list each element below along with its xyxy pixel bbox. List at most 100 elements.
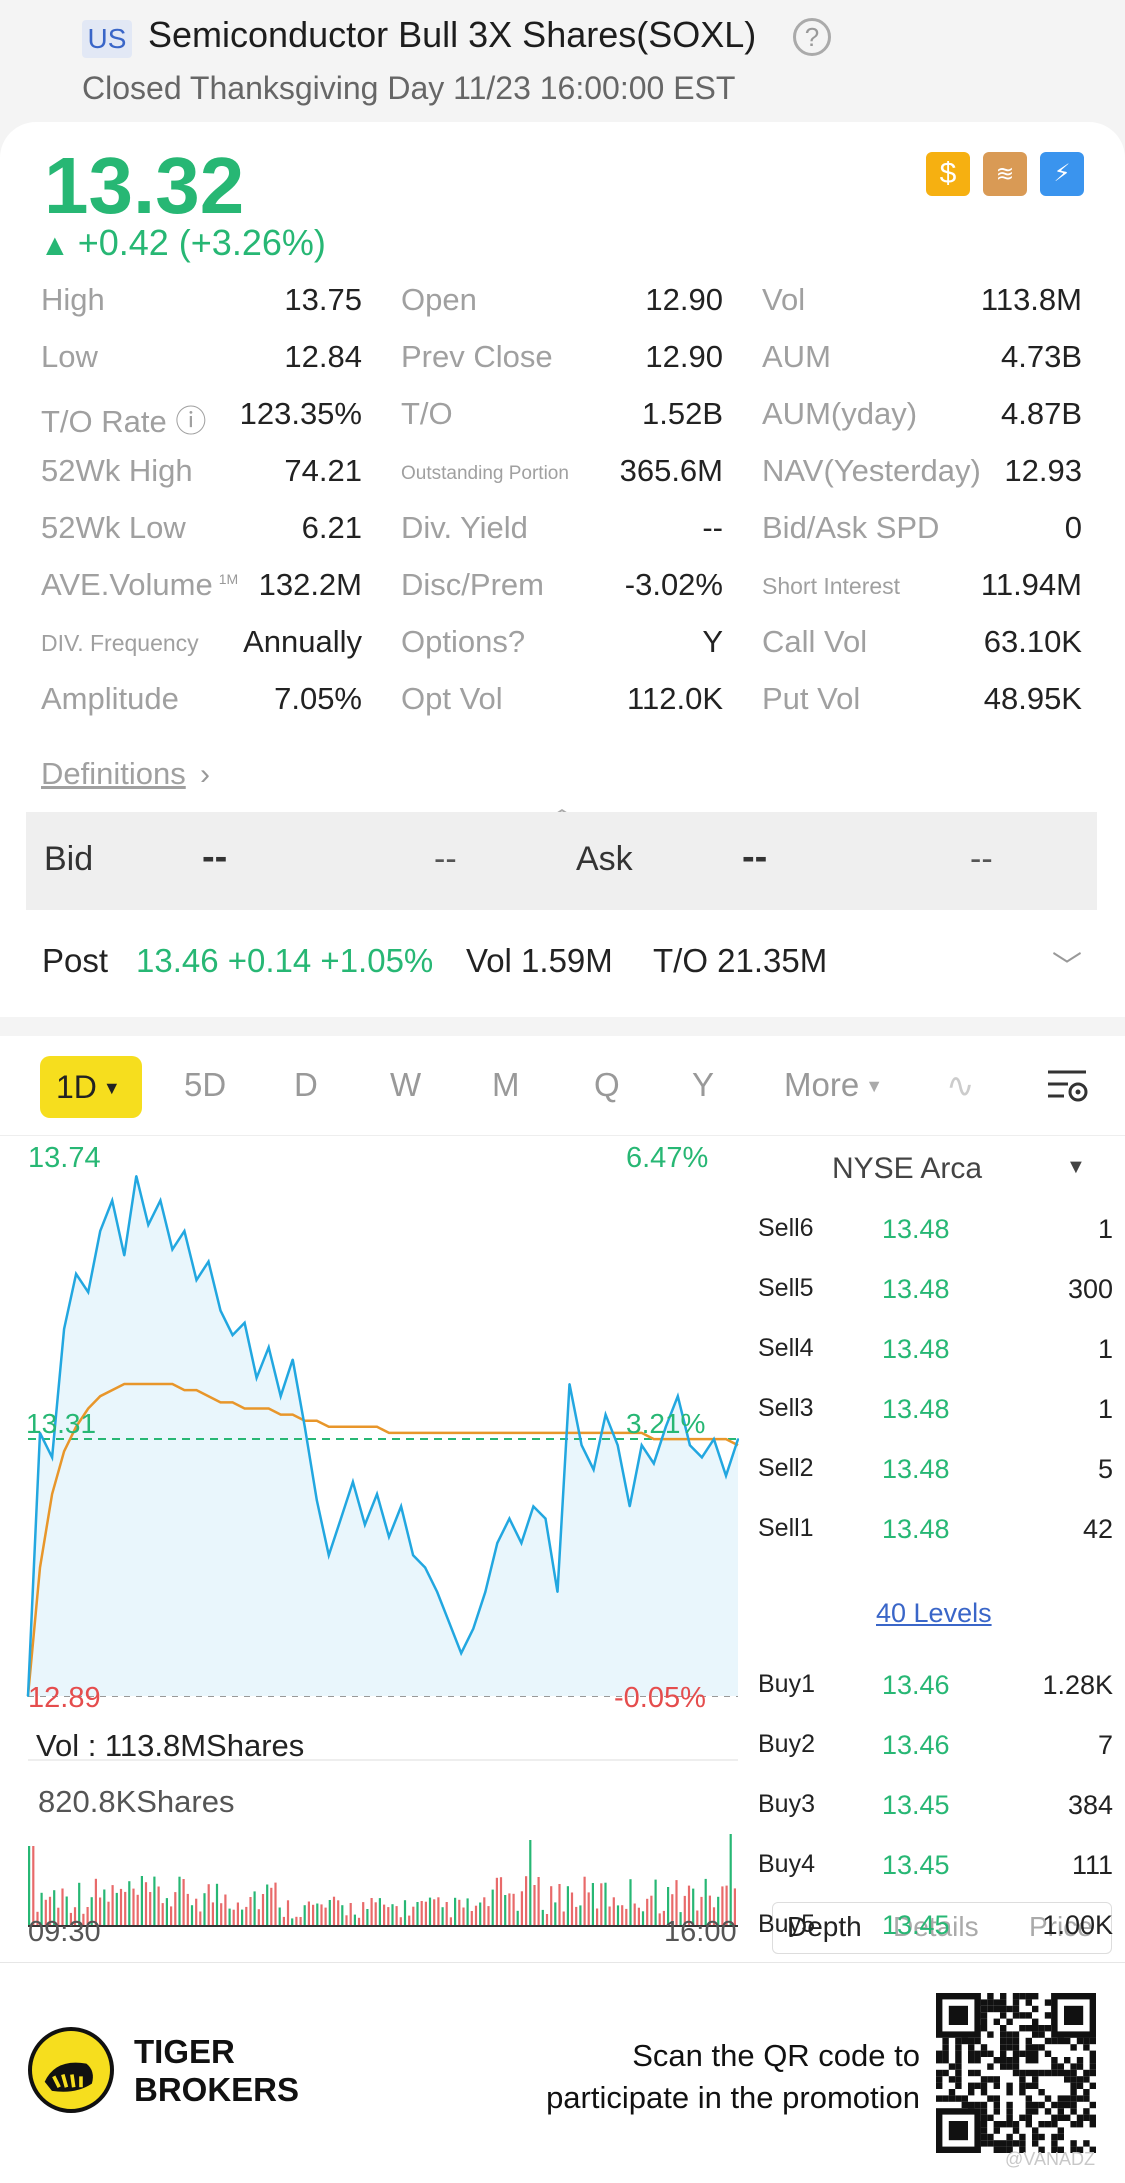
tab-q[interactable]: Q: [594, 1066, 620, 1104]
volume-bar: [495, 1877, 498, 1926]
volume-bar: [403, 1900, 407, 1926]
volume-bar: [654, 1879, 657, 1926]
stats-row: High 13.75 Open 12.90 Vol 113.8M: [0, 282, 1125, 339]
stat-value: 13.75: [284, 282, 362, 317]
level-quantity: 300: [1067, 1274, 1113, 1304]
tab-price[interactable]: Price: [1029, 1911, 1093, 1942]
dollar-icon[interactable]: $: [926, 152, 970, 196]
info-icon[interactable]: ⓘ: [166, 404, 207, 439]
order-book-row[interactable]: Sell3 13.48 1: [752, 1394, 1125, 1434]
time-start-label: 09:30: [28, 1916, 101, 1948]
price-point: [243, 1321, 246, 1324]
order-book-row[interactable]: Buy2 13.46 7: [752, 1730, 1125, 1770]
order-book: NYSE Arca ▼ 40 Levels Depth Details Pric…: [752, 1136, 1125, 1966]
watermark: @VANADZ: [1005, 2149, 1095, 2169]
stat-value: 112.0K: [627, 681, 723, 716]
level-price: 13.48: [882, 1514, 950, 1544]
price-point: [376, 1493, 378, 1496]
volume-bar: [650, 1895, 653, 1926]
exchange-selector[interactable]: NYSE Arca: [832, 1152, 983, 1185]
bid-ask-bar: Bid -- -- Ask -- --: [26, 812, 1097, 910]
volume-bar: [57, 1907, 60, 1926]
tab-y[interactable]: Y: [692, 1066, 714, 1104]
volume-bar: [303, 1905, 306, 1926]
volume-bar: [604, 1882, 607, 1926]
price-point: [207, 1260, 210, 1263]
stat-label: Open: [401, 282, 477, 317]
tab-label: Y: [692, 1066, 715, 1103]
order-book-row[interactable]: Sell4 13.48 1: [752, 1334, 1125, 1374]
price-point: [496, 1542, 499, 1545]
tab-depth[interactable]: Depth: [787, 1911, 862, 1942]
volume-bar: [312, 1904, 315, 1926]
tab-1d[interactable]: 1D ▼: [40, 1056, 142, 1118]
volume-bar: [136, 1894, 139, 1926]
post-market-row[interactable]: Post 13.46 +0.14 +1.05% Vol 1.59M T/O 21…: [0, 934, 1125, 994]
volume-bar: [458, 1899, 461, 1926]
volume-bar: [337, 1900, 340, 1926]
stat-label: Call Vol: [762, 624, 868, 659]
level-price: 13.48: [882, 1334, 950, 1364]
order-book-row[interactable]: Sell5 13.48 300: [752, 1274, 1125, 1314]
order-book-row[interactable]: Buy5 13.45 1.00K: [752, 1910, 1125, 1950]
volume-bar: [520, 1891, 523, 1926]
chevron-down-icon[interactable]: ﹀: [1052, 951, 1082, 984]
volume-bar: [449, 1917, 452, 1926]
tab-m[interactable]: M: [492, 1066, 520, 1104]
volume-bar: [128, 1881, 131, 1926]
tab-d[interactable]: D: [294, 1066, 318, 1104]
volume-bar: [341, 1905, 344, 1926]
intraday-chart[interactable]: [0, 1136, 752, 1956]
price-point: [460, 1652, 463, 1655]
definitions-link[interactable]: Definitions: [41, 756, 186, 791]
chevron-right-icon[interactable]: ›: [200, 758, 210, 791]
help-icon[interactable]: ?: [793, 18, 831, 56]
post-price: 13.46 +0.14 +1.05%: [136, 942, 434, 979]
order-book-row[interactable]: Buy1 13.46 1.28K: [752, 1670, 1125, 1710]
order-book-row[interactable]: Buy4 13.45 111: [752, 1850, 1125, 1890]
volume-bar: [366, 1909, 369, 1926]
volume-bar: [274, 1882, 277, 1926]
tab-5d[interactable]: 5D: [184, 1066, 226, 1104]
volume-bar: [562, 1911, 565, 1926]
caret-down-icon[interactable]: ▼: [1066, 1156, 1086, 1178]
volume-bar: [608, 1906, 611, 1926]
order-book-row[interactable]: Sell6 13.48 1: [752, 1214, 1125, 1254]
level-label: Buy1: [758, 1670, 815, 1698]
volume-bar: [387, 1907, 390, 1926]
volume-bar: [241, 1909, 244, 1926]
volume-bar: [215, 1883, 219, 1926]
volume-bar: [28, 1846, 31, 1926]
stat-label: Amplitude: [41, 681, 179, 716]
price-point: [111, 1199, 114, 1202]
qr-code-icon[interactable]: [936, 1993, 1096, 2153]
volume-bar: [124, 1891, 127, 1926]
volume-bar: [291, 1918, 294, 1926]
volume-bar: [721, 1886, 724, 1926]
post-turnover: T/O 21.35M: [653, 942, 828, 979]
tab-w[interactable]: W: [390, 1066, 421, 1104]
tab-more[interactable]: More ▼: [784, 1066, 883, 1104]
price-point: [339, 1517, 342, 1520]
tab-details[interactable]: Details: [893, 1911, 979, 1942]
volume-bar: [637, 1907, 640, 1926]
stat-label: AUM(yday): [762, 396, 918, 431]
order-book-row[interactable]: Sell2 13.48 5: [752, 1454, 1125, 1494]
volume-bar: [583, 1876, 586, 1926]
flash-icon[interactable]: ⚡: [1040, 152, 1084, 196]
indicator-icon[interactable]: ∿: [946, 1067, 975, 1105]
volume-bar: [641, 1911, 645, 1926]
level-price: 13.46: [882, 1670, 950, 1700]
chart-settings-icon[interactable]: [1046, 1066, 1090, 1106]
order-book-row[interactable]: Sell1 13.48 42: [752, 1514, 1125, 1554]
levels-link[interactable]: 40 Levels: [876, 1598, 992, 1628]
volume-bar: [687, 1885, 691, 1926]
volume-bar: [353, 1914, 356, 1926]
order-book-row[interactable]: Buy3 13.45 384: [752, 1790, 1125, 1830]
volume-bar: [99, 1897, 102, 1926]
layers-icon[interactable]: ≋: [983, 152, 1027, 196]
volume-bar: [692, 1888, 695, 1926]
volume-bar: [437, 1897, 440, 1926]
stat-value: 6.21: [301, 510, 362, 545]
level-quantity: 1.28K: [1042, 1670, 1113, 1700]
